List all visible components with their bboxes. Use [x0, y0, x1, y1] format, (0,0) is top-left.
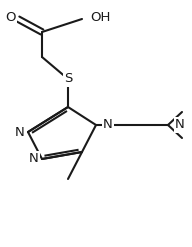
Text: N: N	[175, 119, 185, 131]
Text: OH: OH	[90, 12, 110, 24]
Text: O: O	[6, 12, 16, 24]
Text: N: N	[15, 125, 25, 139]
Text: N: N	[103, 119, 113, 131]
Text: S: S	[64, 73, 72, 85]
Text: N: N	[29, 152, 39, 165]
